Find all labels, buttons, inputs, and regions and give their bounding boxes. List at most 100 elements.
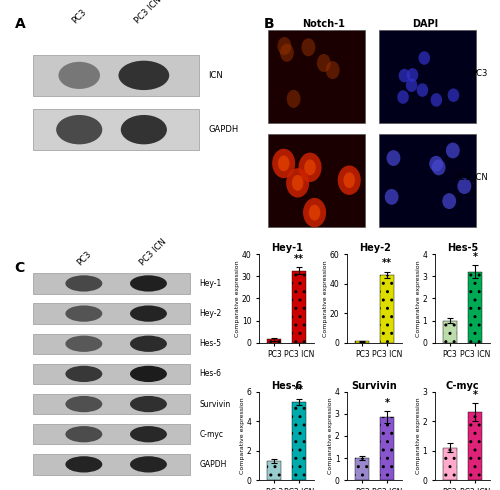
Bar bbox=[468, 412, 482, 480]
Ellipse shape bbox=[309, 205, 320, 220]
Ellipse shape bbox=[130, 396, 167, 412]
Text: D: D bbox=[264, 261, 276, 275]
Bar bbox=[268, 340, 281, 343]
Ellipse shape bbox=[66, 366, 102, 382]
Y-axis label: Comparative expression: Comparative expression bbox=[236, 260, 240, 337]
Ellipse shape bbox=[430, 93, 442, 107]
Text: DAPI: DAPI bbox=[412, 19, 438, 29]
Bar bbox=[292, 270, 306, 343]
Ellipse shape bbox=[418, 51, 430, 65]
Ellipse shape bbox=[58, 62, 100, 89]
Text: **: ** bbox=[294, 385, 304, 395]
Ellipse shape bbox=[66, 305, 102, 322]
Text: PC3: PC3 bbox=[75, 250, 93, 268]
Title: Hes-5: Hes-5 bbox=[447, 243, 478, 253]
Text: **: ** bbox=[294, 254, 304, 264]
Ellipse shape bbox=[317, 54, 330, 72]
Text: Notch-1: Notch-1 bbox=[302, 19, 346, 29]
Bar bbox=[380, 417, 394, 480]
Ellipse shape bbox=[338, 166, 361, 195]
Bar bbox=[33, 334, 190, 354]
Ellipse shape bbox=[121, 115, 167, 145]
Text: Hey-2: Hey-2 bbox=[199, 309, 222, 318]
Ellipse shape bbox=[292, 175, 304, 191]
Y-axis label: Comparative expression: Comparative expression bbox=[324, 260, 328, 337]
Bar bbox=[268, 461, 281, 480]
Ellipse shape bbox=[278, 155, 289, 172]
Ellipse shape bbox=[66, 456, 102, 472]
Ellipse shape bbox=[398, 90, 409, 104]
Y-axis label: Comparative expression: Comparative expression bbox=[240, 397, 246, 474]
Text: Hes-6: Hes-6 bbox=[199, 369, 221, 378]
Title: Hes-6: Hes-6 bbox=[271, 381, 302, 391]
Text: *: * bbox=[472, 251, 478, 262]
Ellipse shape bbox=[118, 61, 169, 90]
Ellipse shape bbox=[286, 168, 309, 197]
Text: PC3: PC3 bbox=[472, 69, 488, 77]
Text: GAPDH: GAPDH bbox=[208, 125, 238, 134]
Ellipse shape bbox=[286, 90, 300, 108]
Bar bbox=[33, 364, 190, 384]
Bar bbox=[443, 448, 457, 480]
Text: PC3 ICN: PC3 ICN bbox=[138, 237, 168, 268]
Ellipse shape bbox=[384, 189, 398, 205]
Ellipse shape bbox=[66, 396, 102, 412]
Text: GAPDH: GAPDH bbox=[199, 460, 226, 469]
Bar bbox=[292, 402, 306, 480]
Text: Hes-5: Hes-5 bbox=[199, 339, 221, 348]
Ellipse shape bbox=[66, 275, 102, 292]
Text: A: A bbox=[14, 17, 26, 30]
Ellipse shape bbox=[66, 336, 102, 352]
Bar bbox=[468, 272, 482, 343]
Ellipse shape bbox=[66, 426, 102, 442]
Ellipse shape bbox=[280, 44, 294, 62]
Bar bbox=[33, 55, 199, 96]
Ellipse shape bbox=[386, 150, 400, 166]
Ellipse shape bbox=[326, 61, 340, 79]
Ellipse shape bbox=[448, 88, 459, 102]
Ellipse shape bbox=[278, 37, 291, 55]
Bar bbox=[268, 30, 366, 123]
Y-axis label: Comparative expression: Comparative expression bbox=[416, 260, 421, 337]
Bar bbox=[33, 424, 190, 444]
Ellipse shape bbox=[272, 148, 295, 178]
Bar bbox=[33, 394, 190, 414]
Ellipse shape bbox=[406, 68, 418, 82]
Ellipse shape bbox=[458, 178, 471, 194]
Ellipse shape bbox=[130, 275, 167, 292]
Bar bbox=[33, 273, 190, 294]
Ellipse shape bbox=[416, 83, 428, 97]
Ellipse shape bbox=[130, 336, 167, 352]
Bar bbox=[443, 320, 457, 343]
Ellipse shape bbox=[130, 426, 167, 442]
Text: *: * bbox=[472, 390, 478, 400]
Bar bbox=[356, 458, 369, 480]
Ellipse shape bbox=[442, 193, 456, 209]
Y-axis label: Comparative expression: Comparative expression bbox=[416, 397, 421, 474]
Text: B: B bbox=[264, 17, 274, 30]
Title: C-myc: C-myc bbox=[446, 381, 480, 391]
Bar bbox=[268, 134, 366, 227]
Ellipse shape bbox=[298, 152, 322, 182]
Bar bbox=[379, 30, 476, 123]
Text: *: * bbox=[384, 398, 390, 408]
Text: Survivin: Survivin bbox=[199, 399, 230, 409]
Ellipse shape bbox=[429, 156, 443, 171]
Text: C-myc: C-myc bbox=[199, 430, 223, 439]
Title: Survivin: Survivin bbox=[352, 381, 398, 391]
Text: PC3: PC3 bbox=[70, 8, 88, 25]
Ellipse shape bbox=[302, 38, 316, 56]
Ellipse shape bbox=[56, 115, 102, 145]
Ellipse shape bbox=[446, 143, 460, 158]
Bar bbox=[33, 109, 199, 150]
Y-axis label: Comparative expression: Comparative expression bbox=[328, 397, 333, 474]
Bar bbox=[33, 454, 190, 474]
Bar bbox=[356, 341, 369, 343]
Text: ICN: ICN bbox=[208, 71, 223, 80]
Ellipse shape bbox=[130, 305, 167, 322]
Ellipse shape bbox=[303, 198, 326, 227]
Ellipse shape bbox=[344, 172, 355, 188]
Text: **: ** bbox=[382, 258, 392, 268]
Ellipse shape bbox=[130, 366, 167, 382]
Title: Hey-1: Hey-1 bbox=[271, 243, 302, 253]
